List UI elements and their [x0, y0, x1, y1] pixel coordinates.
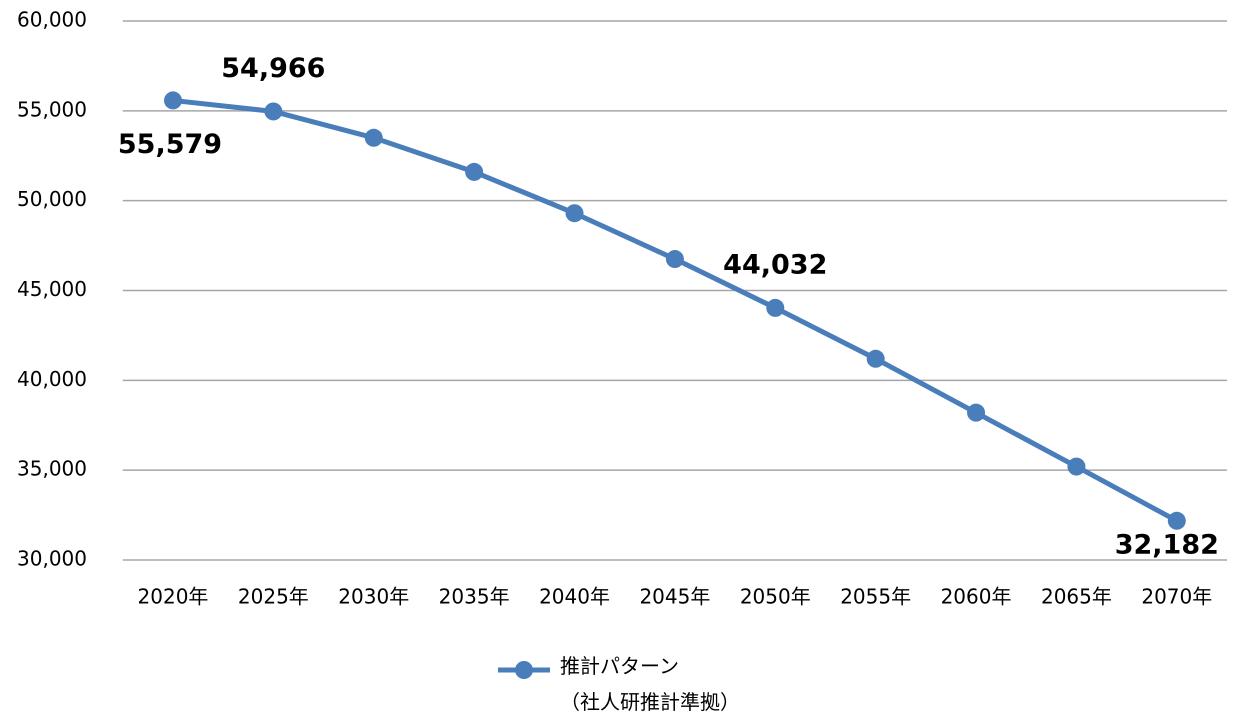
legend-key [498, 661, 550, 679]
marker [264, 102, 283, 121]
legend: 推計パターン （社人研推計準拠） [498, 650, 740, 720]
data-label: 55,579 [118, 129, 222, 160]
marker [866, 349, 885, 368]
y-tick-label: 45,000 [17, 277, 87, 301]
x-tick-label: 2035年 [439, 585, 510, 609]
legend-marker [515, 661, 533, 679]
x-tick-label: 2070年 [1141, 585, 1212, 609]
x-tick-label: 2050年 [740, 585, 811, 609]
x-tick-label: 2055年 [840, 585, 911, 609]
data-label: 54,966 [221, 53, 325, 84]
marker [967, 403, 986, 422]
x-tick-label: 2040年 [539, 585, 610, 609]
y-tick-label: 40,000 [17, 367, 87, 391]
data-label: 44,032 [723, 249, 827, 280]
line [172, 97, 1178, 523]
x-tick-label: 2030年 [338, 585, 409, 609]
marker [1067, 457, 1086, 476]
marker [766, 298, 785, 317]
y-tick-label: 55,000 [17, 97, 87, 121]
x-tick-label: 2025年 [238, 585, 309, 609]
y-tick-label: 50,000 [17, 187, 87, 211]
x-tick-label: 2020年 [138, 585, 209, 609]
y-tick-label: 35,000 [17, 457, 87, 481]
y-tick-label: 60,000 [17, 8, 87, 32]
x-tick-label: 2060年 [941, 585, 1012, 609]
legend-label: 推計パターン （社人研推計準拠） [560, 654, 740, 714]
marker [364, 128, 383, 147]
marker [1167, 511, 1186, 530]
data-label: 32,182 [1115, 529, 1219, 560]
y-tick-label: 30,000 [17, 547, 87, 571]
x-tick-label: 2045年 [639, 585, 710, 609]
x-tick-label: 2065年 [1041, 585, 1112, 609]
marker [465, 162, 484, 181]
marker [565, 204, 584, 223]
chart: 30,000 35,000 40,000 45,000 50,000 55,000 60,0… [17, 8, 1227, 609]
marker [163, 91, 182, 110]
marker [665, 250, 684, 269]
